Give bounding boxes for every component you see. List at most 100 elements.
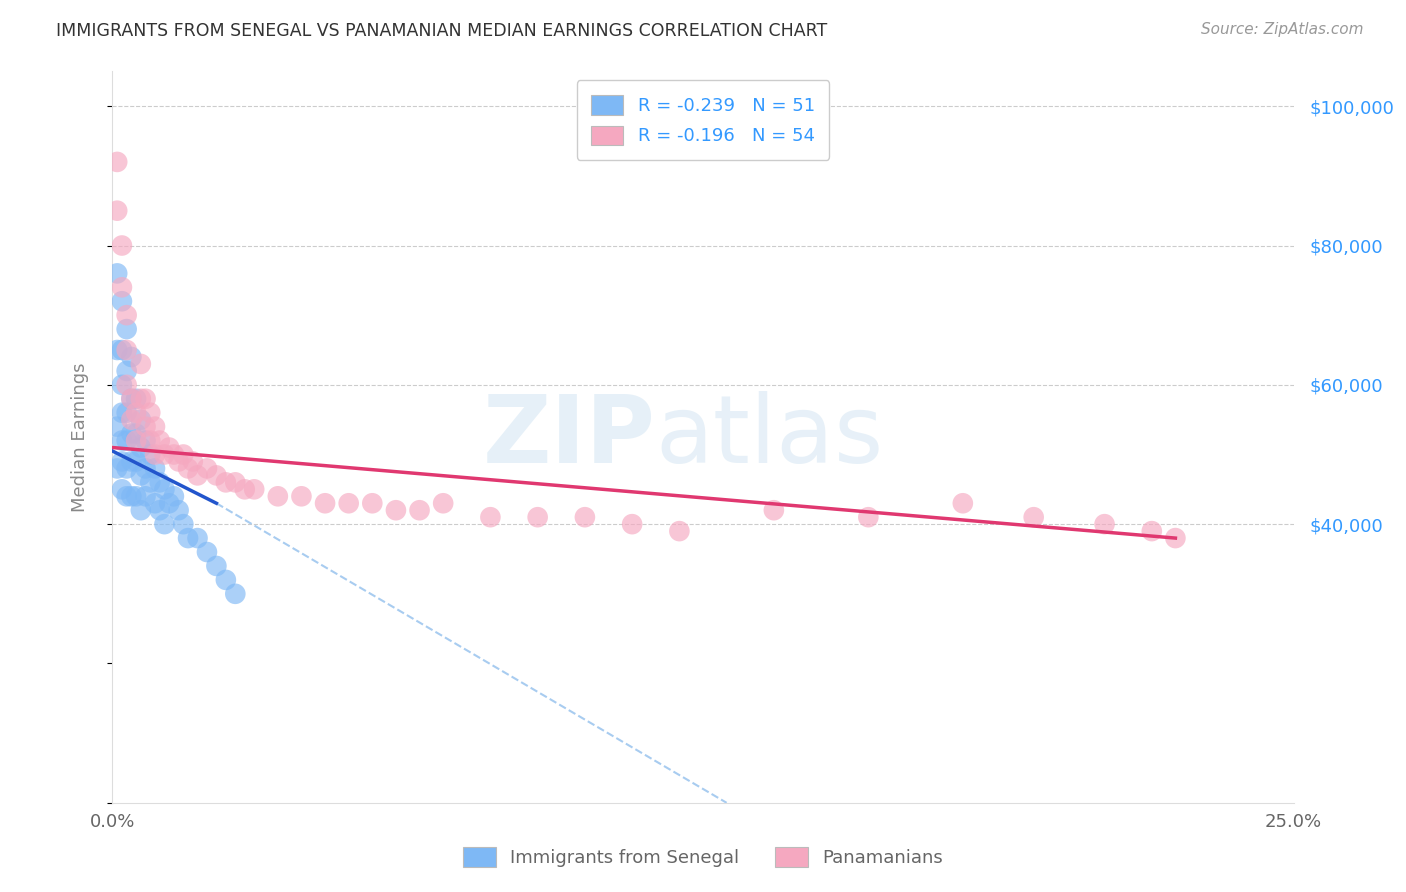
Point — [125, 392, 148, 406]
Point — [408, 503, 430, 517]
Point — [149, 475, 172, 490]
Point — [224, 475, 246, 490]
Point — [668, 524, 690, 538]
Point — [115, 322, 138, 336]
Point — [129, 357, 152, 371]
Point — [139, 448, 162, 462]
Point — [157, 441, 180, 455]
Point — [1164, 531, 1187, 545]
Point — [621, 517, 644, 532]
Point — [157, 496, 180, 510]
Point — [135, 419, 157, 434]
Point — [205, 558, 228, 573]
Point — [125, 489, 148, 503]
Point — [153, 483, 176, 497]
Point — [105, 266, 128, 280]
Point — [172, 517, 194, 532]
Point — [115, 461, 138, 475]
Point — [135, 392, 157, 406]
Point — [153, 448, 176, 462]
Point — [143, 419, 166, 434]
Point — [205, 468, 228, 483]
Point — [172, 448, 194, 462]
Point — [143, 496, 166, 510]
Point — [125, 454, 148, 468]
Point — [120, 350, 142, 364]
Point — [135, 461, 157, 475]
Point — [105, 155, 128, 169]
Point — [120, 392, 142, 406]
Point — [120, 454, 142, 468]
Point — [163, 489, 186, 503]
Point — [153, 517, 176, 532]
Point — [129, 468, 152, 483]
Legend: Immigrants from Senegal, Panamanians: Immigrants from Senegal, Panamanians — [456, 840, 950, 874]
Text: atlas: atlas — [655, 391, 884, 483]
Y-axis label: Median Earnings: Median Earnings — [70, 362, 89, 512]
Point — [186, 468, 208, 483]
Point — [111, 377, 134, 392]
Text: ZIP: ZIP — [482, 391, 655, 483]
Point — [1022, 510, 1045, 524]
Point — [233, 483, 256, 497]
Point — [120, 392, 142, 406]
Point — [432, 496, 454, 510]
Point — [267, 489, 290, 503]
Point — [111, 454, 134, 468]
Text: IMMIGRANTS FROM SENEGAL VS PANAMANIAN MEDIAN EARNINGS CORRELATION CHART: IMMIGRANTS FROM SENEGAL VS PANAMANIAN ME… — [56, 22, 828, 40]
Point — [243, 483, 266, 497]
Point — [115, 377, 138, 392]
Point — [526, 510, 548, 524]
Point — [120, 426, 142, 441]
Point — [952, 496, 974, 510]
Point — [111, 294, 134, 309]
Point — [115, 406, 138, 420]
Point — [105, 461, 128, 475]
Point — [139, 406, 162, 420]
Point — [479, 510, 502, 524]
Point — [181, 454, 204, 468]
Point — [143, 448, 166, 462]
Point — [361, 496, 384, 510]
Point — [195, 545, 218, 559]
Point — [139, 475, 162, 490]
Point — [1140, 524, 1163, 538]
Point — [105, 419, 128, 434]
Text: Source: ZipAtlas.com: Source: ZipAtlas.com — [1201, 22, 1364, 37]
Point — [125, 406, 148, 420]
Point — [224, 587, 246, 601]
Point — [762, 503, 785, 517]
Point — [111, 406, 134, 420]
Point — [177, 461, 200, 475]
Point — [120, 412, 142, 426]
Point — [143, 461, 166, 475]
Point — [167, 454, 190, 468]
Point — [149, 503, 172, 517]
Point — [290, 489, 312, 503]
Point — [115, 364, 138, 378]
Point — [111, 343, 134, 357]
Point — [115, 489, 138, 503]
Point — [115, 343, 138, 357]
Point — [163, 448, 186, 462]
Point — [135, 489, 157, 503]
Point — [125, 434, 148, 448]
Point — [125, 426, 148, 441]
Point — [139, 434, 162, 448]
Point — [574, 510, 596, 524]
Point — [195, 461, 218, 475]
Point — [314, 496, 336, 510]
Point — [111, 434, 134, 448]
Point — [111, 483, 134, 497]
Point — [1094, 517, 1116, 532]
Point — [105, 343, 128, 357]
Point — [111, 280, 134, 294]
Point — [186, 531, 208, 545]
Point — [177, 531, 200, 545]
Point — [129, 412, 152, 426]
Point — [129, 503, 152, 517]
Point — [149, 434, 172, 448]
Point — [215, 475, 238, 490]
Point — [129, 392, 152, 406]
Point — [105, 203, 128, 218]
